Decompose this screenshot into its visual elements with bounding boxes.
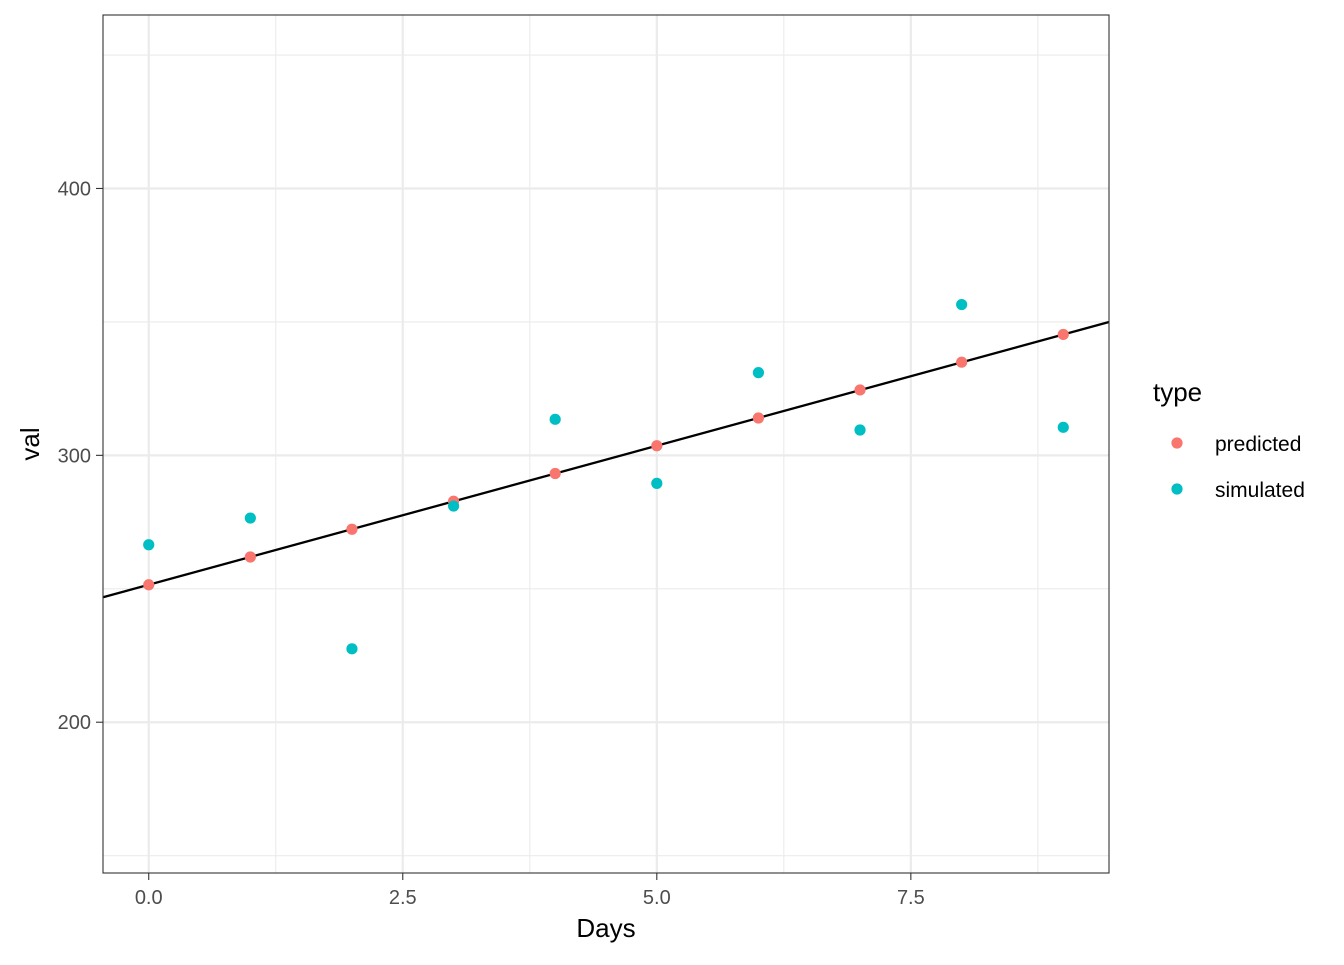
data-point-simulated (956, 298, 968, 311)
data-point-simulated (447, 500, 460, 512)
fit-line-layer (102, 320, 1110, 599)
data-point-predicted (346, 523, 358, 535)
data-point-simulated (549, 413, 561, 425)
y-axis-title: val (15, 427, 45, 460)
data-point-predicted (1057, 328, 1069, 341)
y-tick-label: 300 (58, 445, 91, 467)
y-tick-label: 400 (58, 178, 91, 200)
data-point-predicted (854, 384, 866, 396)
legend-label-simulated: simulated (1215, 479, 1305, 502)
data-point-simulated (752, 367, 765, 379)
y-tick-label: 200 (58, 712, 91, 734)
data-point-predicted (956, 356, 968, 368)
x-tick-label: 5.0 (643, 887, 671, 909)
data-point-predicted (752, 412, 765, 424)
data-point-predicted (143, 579, 155, 591)
data-point-simulated (244, 512, 256, 524)
panel-border (102, 14, 1110, 874)
x-tick-label: 0.0 (135, 887, 163, 909)
points-layer (143, 298, 1069, 655)
data-point-predicted (651, 440, 663, 452)
legend-items: predicted simulated (1171, 433, 1305, 502)
y-tick-labels: 200 300 400 (58, 178, 91, 734)
axis-ticks (96, 187, 912, 880)
legend-key-simulated (1171, 483, 1183, 495)
legend-title: type (1153, 377, 1202, 407)
legend-key-predicted (1171, 437, 1183, 449)
data-point-simulated (346, 643, 358, 655)
data-point-simulated (651, 477, 663, 489)
x-tick-label: 2.5 (389, 887, 417, 909)
data-point-predicted (244, 551, 256, 563)
x-axis-title: Days (576, 913, 635, 943)
legend: type predicted simulated (1153, 377, 1305, 502)
data-point-simulated (854, 424, 866, 436)
legend-label-predicted: predicted (1215, 433, 1301, 456)
major-gridlines (103, 15, 1109, 873)
x-tick-label: 7.5 (897, 887, 925, 909)
fit-line (102, 320, 1110, 599)
data-point-simulated (1057, 421, 1069, 433)
x-tick-labels: 0.0 2.5 5.0 7.5 (135, 887, 925, 909)
minor-gridlines (103, 15, 1109, 873)
data-point-predicted (549, 467, 561, 480)
data-point-simulated (143, 539, 155, 551)
